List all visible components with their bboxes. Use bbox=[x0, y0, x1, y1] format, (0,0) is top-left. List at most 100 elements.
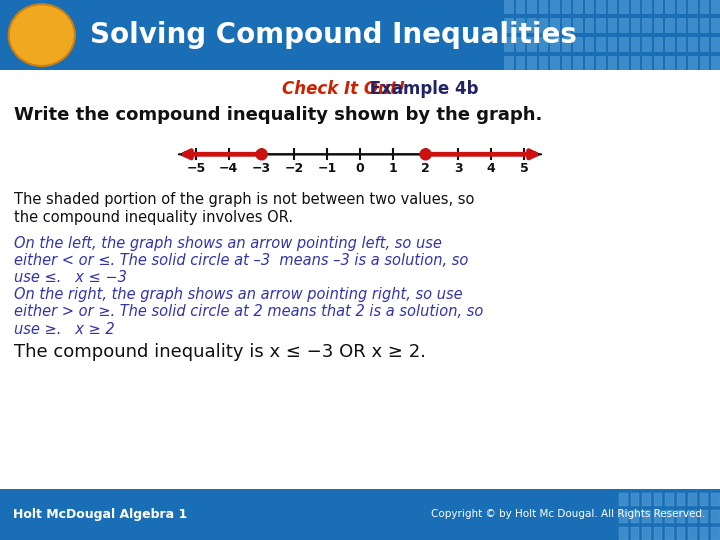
FancyBboxPatch shape bbox=[619, 56, 628, 70]
FancyBboxPatch shape bbox=[504, 56, 513, 70]
FancyBboxPatch shape bbox=[688, 37, 697, 51]
FancyBboxPatch shape bbox=[608, 18, 616, 32]
FancyBboxPatch shape bbox=[711, 510, 720, 523]
Text: Solving Compound Inequalities: Solving Compound Inequalities bbox=[90, 21, 577, 49]
FancyBboxPatch shape bbox=[527, 0, 536, 14]
Ellipse shape bbox=[9, 4, 75, 66]
FancyBboxPatch shape bbox=[631, 527, 639, 540]
FancyBboxPatch shape bbox=[700, 510, 708, 523]
FancyBboxPatch shape bbox=[585, 18, 593, 32]
FancyBboxPatch shape bbox=[573, 37, 582, 51]
FancyBboxPatch shape bbox=[631, 510, 639, 523]
FancyBboxPatch shape bbox=[573, 56, 582, 70]
FancyBboxPatch shape bbox=[642, 510, 651, 523]
FancyBboxPatch shape bbox=[654, 18, 662, 32]
FancyBboxPatch shape bbox=[631, 494, 639, 506]
FancyBboxPatch shape bbox=[585, 37, 593, 51]
FancyBboxPatch shape bbox=[711, 56, 720, 70]
FancyBboxPatch shape bbox=[642, 18, 651, 32]
FancyBboxPatch shape bbox=[631, 0, 639, 14]
FancyBboxPatch shape bbox=[527, 56, 536, 70]
FancyBboxPatch shape bbox=[585, 56, 593, 70]
FancyBboxPatch shape bbox=[654, 37, 662, 51]
FancyBboxPatch shape bbox=[677, 18, 685, 32]
FancyBboxPatch shape bbox=[550, 56, 559, 70]
Text: use ≤.   x ≤ −3: use ≤. x ≤ −3 bbox=[14, 271, 127, 286]
FancyBboxPatch shape bbox=[700, 494, 708, 506]
FancyBboxPatch shape bbox=[619, 0, 628, 14]
FancyBboxPatch shape bbox=[550, 0, 559, 14]
FancyBboxPatch shape bbox=[654, 527, 662, 540]
FancyBboxPatch shape bbox=[688, 18, 697, 32]
FancyBboxPatch shape bbox=[619, 18, 628, 32]
FancyBboxPatch shape bbox=[619, 37, 628, 51]
FancyBboxPatch shape bbox=[573, 18, 582, 32]
FancyBboxPatch shape bbox=[550, 37, 559, 51]
Circle shape bbox=[420, 149, 431, 160]
FancyBboxPatch shape bbox=[700, 56, 708, 70]
FancyBboxPatch shape bbox=[654, 0, 662, 14]
Text: Holt McDougal Algebra 1: Holt McDougal Algebra 1 bbox=[13, 508, 187, 521]
Text: 3: 3 bbox=[454, 163, 463, 176]
FancyBboxPatch shape bbox=[619, 494, 628, 506]
FancyBboxPatch shape bbox=[665, 494, 674, 506]
FancyBboxPatch shape bbox=[516, 18, 524, 32]
FancyBboxPatch shape bbox=[562, 56, 570, 70]
FancyBboxPatch shape bbox=[688, 510, 697, 523]
Circle shape bbox=[256, 149, 267, 160]
Text: either > or ≥. The solid circle at 2 means that 2 is a solution, so: either > or ≥. The solid circle at 2 mea… bbox=[14, 305, 483, 320]
FancyBboxPatch shape bbox=[688, 527, 697, 540]
FancyBboxPatch shape bbox=[665, 510, 674, 523]
FancyBboxPatch shape bbox=[596, 0, 605, 14]
FancyBboxPatch shape bbox=[596, 56, 605, 70]
Text: The shaded portion of the graph is not between two values, so: The shaded portion of the graph is not b… bbox=[14, 192, 474, 207]
FancyBboxPatch shape bbox=[677, 56, 685, 70]
Text: −5: −5 bbox=[186, 163, 206, 176]
FancyBboxPatch shape bbox=[711, 37, 720, 51]
Text: Write the compound inequality shown by the graph.: Write the compound inequality shown by t… bbox=[14, 106, 542, 124]
Text: Example 4b: Example 4b bbox=[364, 80, 479, 98]
Text: The compound inequality is x ≤ −3 OR x ≥ 2.: The compound inequality is x ≤ −3 OR x ≥… bbox=[14, 342, 426, 361]
Text: −3: −3 bbox=[252, 163, 271, 176]
FancyBboxPatch shape bbox=[700, 0, 708, 14]
FancyBboxPatch shape bbox=[608, 37, 616, 51]
FancyBboxPatch shape bbox=[516, 37, 524, 51]
FancyBboxPatch shape bbox=[527, 37, 536, 51]
FancyBboxPatch shape bbox=[539, 0, 547, 14]
FancyBboxPatch shape bbox=[711, 494, 720, 506]
FancyBboxPatch shape bbox=[642, 0, 651, 14]
Text: On the left, the graph shows an arrow pointing left, so use: On the left, the graph shows an arrow po… bbox=[14, 237, 442, 252]
FancyBboxPatch shape bbox=[608, 0, 616, 14]
Text: 4: 4 bbox=[487, 163, 495, 176]
Text: −2: −2 bbox=[285, 163, 304, 176]
FancyBboxPatch shape bbox=[665, 56, 674, 70]
FancyBboxPatch shape bbox=[665, 18, 674, 32]
Text: the compound inequality involves OR.: the compound inequality involves OR. bbox=[14, 211, 293, 225]
FancyBboxPatch shape bbox=[631, 56, 639, 70]
FancyBboxPatch shape bbox=[562, 0, 570, 14]
FancyBboxPatch shape bbox=[550, 18, 559, 32]
FancyBboxPatch shape bbox=[677, 37, 685, 51]
FancyBboxPatch shape bbox=[619, 527, 628, 540]
FancyBboxPatch shape bbox=[642, 37, 651, 51]
FancyBboxPatch shape bbox=[688, 56, 697, 70]
FancyBboxPatch shape bbox=[539, 56, 547, 70]
Text: Copyright © by Holt Mc Dougal. All Rights Reserved.: Copyright © by Holt Mc Dougal. All Right… bbox=[431, 509, 706, 519]
FancyBboxPatch shape bbox=[677, 527, 685, 540]
Text: On the right, the graph shows an arrow pointing right, so use: On the right, the graph shows an arrow p… bbox=[14, 287, 463, 302]
Text: use ≥.   x ≥ 2: use ≥. x ≥ 2 bbox=[14, 321, 114, 336]
FancyBboxPatch shape bbox=[596, 37, 605, 51]
FancyBboxPatch shape bbox=[654, 510, 662, 523]
FancyBboxPatch shape bbox=[631, 18, 639, 32]
FancyBboxPatch shape bbox=[642, 56, 651, 70]
FancyBboxPatch shape bbox=[608, 56, 616, 70]
FancyBboxPatch shape bbox=[516, 0, 524, 14]
FancyBboxPatch shape bbox=[654, 56, 662, 70]
FancyBboxPatch shape bbox=[700, 37, 708, 51]
FancyBboxPatch shape bbox=[700, 18, 708, 32]
FancyBboxPatch shape bbox=[711, 18, 720, 32]
Text: either < or ≤. The solid circle at –3  means –3 is a solution, so: either < or ≤. The solid circle at –3 me… bbox=[14, 253, 469, 268]
FancyBboxPatch shape bbox=[527, 18, 536, 32]
FancyBboxPatch shape bbox=[654, 494, 662, 506]
FancyBboxPatch shape bbox=[596, 18, 605, 32]
